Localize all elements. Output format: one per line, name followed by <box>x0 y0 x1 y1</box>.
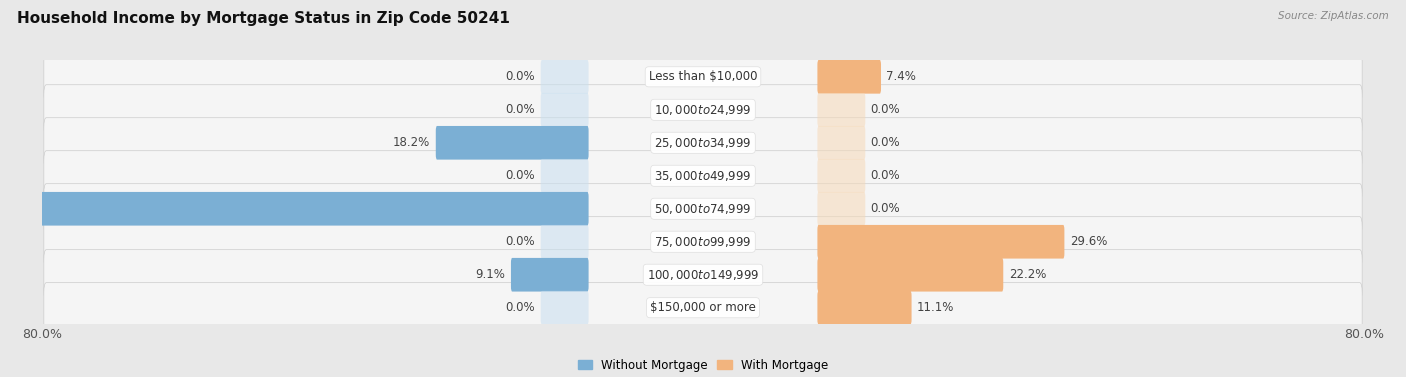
FancyBboxPatch shape <box>817 159 865 193</box>
FancyBboxPatch shape <box>541 60 589 93</box>
FancyBboxPatch shape <box>44 52 1362 102</box>
Text: $150,000 or more: $150,000 or more <box>650 301 756 314</box>
Text: $50,000 to $74,999: $50,000 to $74,999 <box>654 202 752 216</box>
Text: 0.0%: 0.0% <box>506 301 536 314</box>
Text: 0.0%: 0.0% <box>870 103 900 116</box>
FancyBboxPatch shape <box>817 258 1004 291</box>
FancyBboxPatch shape <box>541 159 589 193</box>
FancyBboxPatch shape <box>44 250 1362 300</box>
Text: 0.0%: 0.0% <box>506 70 536 83</box>
FancyBboxPatch shape <box>817 291 911 325</box>
FancyBboxPatch shape <box>44 151 1362 201</box>
FancyBboxPatch shape <box>817 60 882 93</box>
Text: 22.2%: 22.2% <box>1008 268 1046 281</box>
FancyBboxPatch shape <box>510 258 589 291</box>
Text: $10,000 to $24,999: $10,000 to $24,999 <box>654 103 752 117</box>
FancyBboxPatch shape <box>0 192 589 225</box>
FancyBboxPatch shape <box>541 291 589 325</box>
FancyBboxPatch shape <box>817 192 865 225</box>
Text: 9.1%: 9.1% <box>475 268 506 281</box>
Legend: Without Mortgage, With Mortgage: Without Mortgage, With Mortgage <box>574 354 832 376</box>
Text: 0.0%: 0.0% <box>506 169 536 182</box>
FancyBboxPatch shape <box>541 225 589 259</box>
Text: 11.1%: 11.1% <box>917 301 955 314</box>
Text: 0.0%: 0.0% <box>870 202 900 215</box>
FancyBboxPatch shape <box>44 283 1362 333</box>
FancyBboxPatch shape <box>44 118 1362 168</box>
Text: $35,000 to $49,999: $35,000 to $49,999 <box>654 169 752 183</box>
Text: 0.0%: 0.0% <box>506 103 536 116</box>
Text: 0.0%: 0.0% <box>870 169 900 182</box>
Text: $100,000 to $149,999: $100,000 to $149,999 <box>647 268 759 282</box>
FancyBboxPatch shape <box>541 93 589 127</box>
Text: Source: ZipAtlas.com: Source: ZipAtlas.com <box>1278 11 1389 21</box>
Text: Less than $10,000: Less than $10,000 <box>648 70 758 83</box>
Text: Household Income by Mortgage Status in Zip Code 50241: Household Income by Mortgage Status in Z… <box>17 11 510 26</box>
FancyBboxPatch shape <box>817 225 1064 259</box>
Text: 0.0%: 0.0% <box>506 235 536 248</box>
Text: 0.0%: 0.0% <box>870 136 900 149</box>
FancyBboxPatch shape <box>44 184 1362 234</box>
Text: 7.4%: 7.4% <box>886 70 917 83</box>
Text: 18.2%: 18.2% <box>394 136 430 149</box>
Text: $75,000 to $99,999: $75,000 to $99,999 <box>654 235 752 249</box>
FancyBboxPatch shape <box>436 126 589 159</box>
FancyBboxPatch shape <box>44 217 1362 267</box>
Text: 29.6%: 29.6% <box>1070 235 1107 248</box>
FancyBboxPatch shape <box>44 85 1362 135</box>
FancyBboxPatch shape <box>817 93 865 127</box>
Text: $25,000 to $34,999: $25,000 to $34,999 <box>654 136 752 150</box>
FancyBboxPatch shape <box>817 126 865 159</box>
